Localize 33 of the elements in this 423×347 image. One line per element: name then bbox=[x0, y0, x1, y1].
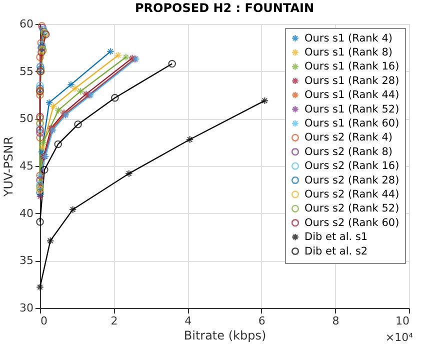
text: ×10⁴ bbox=[385, 331, 414, 344]
legend-label: Ours s2 (Rank 4) bbox=[304, 132, 392, 144]
legend-label: Ours s2 (Rank 28) bbox=[304, 174, 400, 186]
x-axis-title: Bitrate (kbps) bbox=[184, 328, 266, 342]
legend-label: Dib et al. s2 bbox=[304, 245, 368, 258]
legend-label: Ours s2 (Rank 16) bbox=[304, 160, 400, 172]
y-tick-label: 30 bbox=[20, 302, 34, 314]
y-tick-label: 60 bbox=[20, 18, 34, 30]
legend-label: Ours s1 (Rank 8) bbox=[304, 46, 392, 58]
x-tick-label: 8 bbox=[332, 314, 340, 328]
legend-label: Dib et al. s1 bbox=[304, 231, 368, 244]
legend-label: Ours s1 (Rank 44) bbox=[304, 89, 400, 102]
legend-label: Ours s1 (Rank 52) bbox=[304, 103, 400, 116]
legend-label: Ours s2 (Rank 8) bbox=[304, 146, 392, 158]
x-tick-label: 0 bbox=[40, 314, 48, 328]
y-tick-label: 55 bbox=[20, 64, 34, 78]
legend-label: Ours s2 (Rank 52) bbox=[304, 202, 400, 215]
x-tick-label: 10 bbox=[396, 314, 410, 328]
legend-label: Ours s1 (Rank 16) bbox=[304, 60, 400, 73]
y-tick-label: 40 bbox=[20, 206, 34, 220]
y-tick-label: 35 bbox=[20, 254, 34, 268]
x-tick-label: 2 bbox=[110, 314, 118, 328]
legend-label: Ours s1 (Rank 28) bbox=[304, 74, 400, 87]
legend-label: Ours s2 (Rank 44) bbox=[304, 188, 400, 200]
legend-label: Ours s2 (Rank 60) bbox=[304, 216, 400, 229]
x-tick-label: 6 bbox=[258, 314, 266, 328]
y-tick-label: 45 bbox=[20, 160, 34, 172]
x-tick-label: 4 bbox=[184, 314, 192, 328]
chart-title: PROPOSED H2 : FOUNTAIN bbox=[135, 1, 314, 15]
y-axis-title: YUV-PSNR bbox=[2, 136, 16, 198]
y-tick-label: 50 bbox=[20, 112, 34, 126]
legend-label: Ours s1 (Rank 4) bbox=[304, 32, 392, 44]
legend-label: Ours s1 (Rank 60) bbox=[304, 117, 400, 130]
